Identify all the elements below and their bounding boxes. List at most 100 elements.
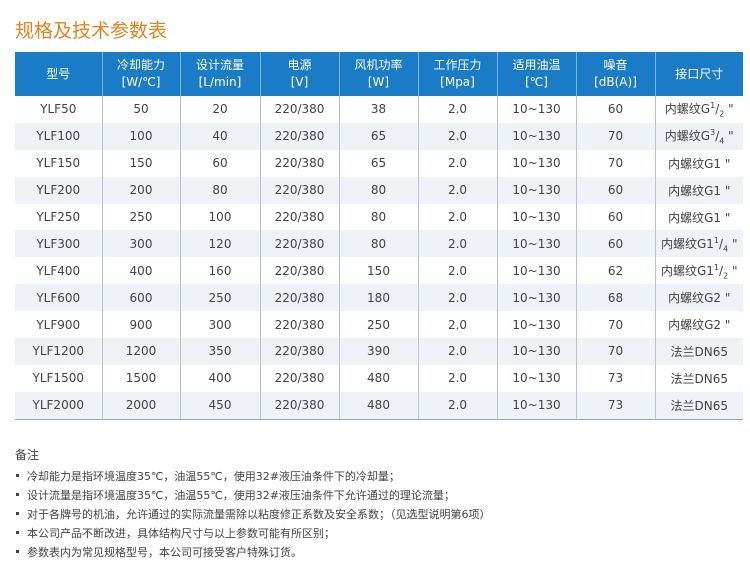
- header-label: 工作压力: [433, 58, 482, 72]
- fraction-numerator: 3: [710, 128, 716, 138]
- cell-temp: 10~130: [496, 391, 576, 420]
- cell-temp: 10~130: [496, 176, 576, 204]
- cell-fan: 65: [338, 122, 418, 150]
- cell-port: 内螺纹G2 ": [654, 311, 743, 339]
- notes-section: 备注 冷却能力是指环境温度35℃，油温55℃，使用32#液压油条件下的冷却量；设…: [15, 446, 491, 563]
- port-text: 内螺纹G2 ": [668, 318, 731, 333]
- cell-power: 220/380: [259, 96, 339, 123]
- table-row: YLF200 200 80 220/380 80 2.0 10~130 60 内螺纹G1 ": [15, 176, 743, 204]
- cell-power: 220/380: [259, 176, 339, 204]
- page-title: 规格及技术参数表: [15, 20, 168, 42]
- cell-flow: 20: [179, 96, 260, 123]
- note-item: 对于各牌号的机油，允许通过的实际流量需除以粘度修正系数及安全系数；（见选型说明第…: [15, 506, 491, 525]
- table-row: YLF250 250 100 220/380 80 2.0 10~130 60 内螺纹G1 ": [15, 203, 743, 231]
- fraction-denominator: 2: [723, 270, 729, 280]
- cell-noise: 60: [575, 203, 655, 231]
- cell-port: 内螺纹G2 ": [654, 284, 743, 312]
- column-header: 型号: [15, 52, 102, 96]
- cell-pressure: 2.0: [417, 338, 497, 365]
- note-item: 参数表内为常见规格型号，本公司可接受客户特殊订货。: [15, 544, 491, 563]
- cell-pressure: 2.0: [417, 257, 497, 285]
- cell-power: 220/380: [259, 391, 339, 420]
- cell-temp: 10~130: [496, 364, 576, 392]
- fraction-numerator: 1: [713, 235, 720, 245]
- cell-model: YLF100: [15, 122, 102, 150]
- cell-fan: 390: [338, 338, 418, 365]
- column-header: 适用油温 [℃]: [496, 52, 576, 96]
- port-suffix: ": [724, 102, 734, 117]
- cell-flow: 120: [179, 230, 260, 258]
- fraction-numerator: 1: [713, 262, 720, 272]
- table-row: YLF150 150 60 220/380 65 2.0 10~130 70 内螺纹G1 ": [15, 149, 743, 177]
- cell-cool: 50: [101, 96, 180, 123]
- cell-pressure: 2.0: [417, 284, 497, 312]
- port-text: 内螺纹G1: [660, 236, 714, 251]
- cell-pressure: 2.0: [417, 96, 497, 123]
- cell-port: 法兰DN65: [654, 364, 743, 392]
- fraction-denominator: 4: [723, 244, 729, 254]
- port-text: 法兰DN65: [670, 398, 729, 413]
- column-header: 冷却能力 [W/℃]: [101, 52, 180, 96]
- table-row: YLF600 600 250 220/380 180 2.0 10~130 68 内螺纹G2 ": [15, 284, 743, 312]
- cell-noise: 70: [575, 338, 655, 365]
- header-label: 风机功率: [354, 58, 403, 72]
- cell-pressure: 2.0: [417, 176, 497, 204]
- cell-temp: 10~130: [496, 149, 576, 177]
- header-label: 噪音: [603, 58, 628, 72]
- port-text: 内螺纹G1 ": [668, 183, 731, 198]
- cell-fan: 80: [338, 230, 418, 258]
- cell-port: 内螺纹G11/4 ": [654, 230, 743, 258]
- cell-power: 220/380: [259, 284, 339, 312]
- cell-power: 220/380: [259, 203, 339, 231]
- port-text: 内螺纹G: [664, 129, 711, 144]
- cell-model: YLF900: [36, 317, 81, 332]
- cell-temp: 10~130: [496, 122, 576, 150]
- cell-pressure: 2.0: [417, 149, 497, 177]
- cell-temp: 10~130: [496, 338, 576, 365]
- cell-noise: 62: [575, 257, 655, 285]
- cell-model: YLF300: [15, 230, 102, 258]
- cell-model: YLF250: [36, 210, 81, 224]
- cell-flow: 300: [179, 311, 260, 339]
- header-unit: [℃]: [525, 75, 548, 89]
- cell-temp: 10~130: [496, 230, 576, 258]
- cell-power: 220/380: [259, 230, 339, 258]
- port-text: 法兰DN65: [670, 371, 729, 386]
- cell-model: YLF600: [15, 284, 102, 312]
- cell-fan: 80: [338, 203, 418, 231]
- fraction-numerator: 1: [710, 101, 716, 111]
- spec-table: 型号 冷却能力 [W/℃] 设计流量 [L/min] 电源 [V] 风机功率 [W] 工作压力 [M…: [15, 52, 743, 420]
- cell-cool: 250: [101, 203, 180, 231]
- port-text: 内螺纹G1 ": [668, 156, 731, 171]
- cell-noise: 68: [575, 284, 655, 312]
- cell-flow: 60: [179, 149, 260, 177]
- port-text: 内螺纹G1 ": [668, 210, 731, 225]
- cell-cool: 400: [101, 257, 180, 285]
- table-row: YLF1200 1200 350 220/380 390 2.0 10~130 70 法兰DN6…: [15, 338, 743, 365]
- header-unit: [L/min]: [198, 75, 242, 89]
- cell-noise: 70: [575, 311, 655, 339]
- cell-cool: 900: [101, 311, 180, 339]
- header-unit: [Mpa]: [440, 75, 475, 89]
- column-header: 风机功率 [W]: [338, 52, 418, 96]
- note-item: 冷却能力是指环境温度35℃，油温55℃，使用32#液压油条件下的冷却量；: [15, 468, 491, 487]
- cell-cool: 2000: [101, 391, 180, 420]
- cell-fan: 250: [338, 311, 418, 339]
- table-row: YLF400 400 160 220/380 150 2.0 10~130 62 内螺纹G11/…: [15, 257, 743, 285]
- port-text: 法兰DN65: [670, 344, 729, 359]
- port-text: 内螺纹G2 ": [668, 291, 731, 306]
- cell-noise: 70: [575, 122, 655, 150]
- cell-noise: 60: [575, 176, 655, 204]
- table-row: YLF1500 1500 400 220/380 480 2.0 10~130 73 法兰DN6…: [15, 364, 743, 392]
- cell-noise: 73: [575, 364, 655, 392]
- header-unit: [dB(A)]: [594, 75, 637, 89]
- header-unit: [W]: [367, 75, 390, 89]
- table-row: YLF2000 2000 450 220/380 480 2.0 10~130 73 法兰DN6…: [15, 391, 743, 420]
- cell-model: YLF2000: [15, 391, 102, 420]
- cell-cool: 150: [101, 149, 180, 177]
- fraction-denominator: 2: [719, 109, 725, 119]
- cell-fan: 180: [338, 284, 418, 312]
- cell-noise: 60: [575, 230, 655, 258]
- port-text: 内螺纹G1: [660, 263, 714, 278]
- cell-model: YLF50: [40, 102, 77, 117]
